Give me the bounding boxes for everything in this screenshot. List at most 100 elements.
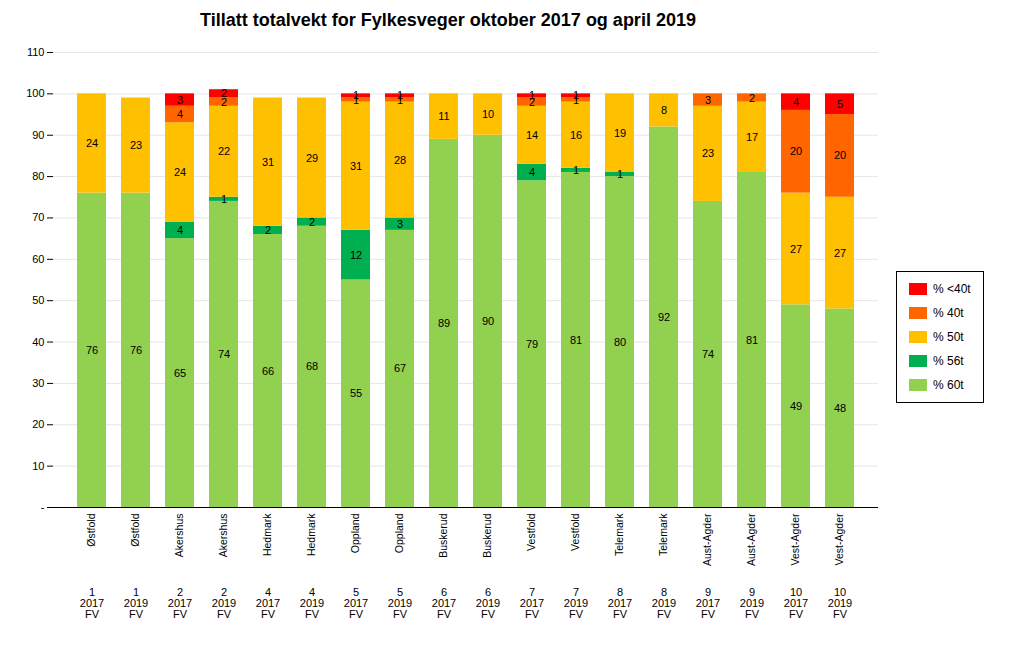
svg-text:Vestfold: Vestfold — [525, 513, 537, 551]
svg-text:72019FV: 72019FV — [564, 586, 588, 620]
svg-text:Østfold: Østfold — [85, 513, 97, 546]
svg-text:1: 1 — [617, 168, 623, 180]
svg-text:Akershus: Akershus — [173, 514, 185, 558]
svg-text:80: 80 — [32, 170, 44, 182]
svg-text:52017FV: 52017FV — [344, 586, 368, 620]
svg-text:62017FV: 62017FV — [432, 586, 456, 620]
svg-text:Oppland: Oppland — [349, 513, 361, 553]
svg-text:1: 1 — [221, 193, 227, 205]
svg-text:49: 49 — [790, 400, 802, 412]
svg-text:2: 2 — [309, 216, 315, 228]
svg-text:62019FV: 62019FV — [476, 586, 500, 620]
svg-text:90: 90 — [32, 129, 44, 141]
svg-text:90: 90 — [482, 315, 494, 327]
svg-text:2: 2 — [265, 224, 271, 236]
svg-text:23: 23 — [130, 139, 142, 151]
svg-text:24: 24 — [86, 137, 98, 149]
svg-text:67: 67 — [394, 362, 406, 374]
svg-text:Vestfold: Vestfold — [569, 513, 581, 551]
svg-text:Aust-Agder: Aust-Agder — [701, 513, 713, 566]
svg-text:4: 4 — [529, 166, 535, 178]
svg-text:81: 81 — [746, 333, 758, 345]
svg-text:1: 1 — [397, 89, 403, 101]
svg-text:12019FV: 12019FV — [124, 586, 148, 620]
svg-text:20: 20 — [790, 145, 802, 157]
svg-text:81: 81 — [570, 333, 582, 345]
svg-text:31: 31 — [350, 160, 362, 172]
svg-text:20: 20 — [32, 418, 44, 430]
svg-text:27: 27 — [790, 242, 802, 254]
svg-text:11: 11 — [438, 110, 449, 122]
svg-text:74: 74 — [218, 348, 230, 360]
svg-text:31: 31 — [262, 156, 274, 168]
svg-text:14: 14 — [526, 129, 538, 141]
svg-text:3: 3 — [705, 94, 711, 106]
svg-text:1: 1 — [353, 89, 359, 101]
svg-text:-: - — [41, 501, 45, 513]
svg-text:4: 4 — [793, 96, 799, 108]
svg-text:22019FV: 22019FV — [212, 586, 236, 620]
svg-text:28: 28 — [394, 154, 406, 166]
svg-text:10: 10 — [482, 108, 494, 120]
svg-text:4: 4 — [177, 108, 183, 120]
svg-text:70: 70 — [32, 211, 44, 223]
svg-text:92019FV: 92019FV — [740, 586, 764, 620]
svg-text:3: 3 — [397, 218, 403, 230]
svg-text:Vest-Agder: Vest-Agder — [789, 513, 801, 565]
svg-text:65: 65 — [174, 367, 186, 379]
svg-text:72017FV: 72017FV — [520, 586, 544, 620]
svg-text:22: 22 — [218, 145, 230, 157]
svg-text:42019FV: 42019FV — [300, 586, 324, 620]
svg-text:4: 4 — [177, 224, 183, 236]
svg-text:66: 66 — [262, 365, 274, 377]
svg-text:60: 60 — [32, 253, 44, 265]
svg-text:Akershus: Akershus — [217, 514, 229, 558]
svg-text:80: 80 — [614, 336, 626, 348]
svg-text:Østfold: Østfold — [129, 513, 141, 546]
svg-text:22017FV: 22017FV — [168, 586, 192, 620]
svg-text:92: 92 — [658, 311, 670, 323]
svg-text:102017FV: 102017FV — [784, 586, 808, 620]
svg-text:16: 16 — [570, 129, 582, 141]
svg-text:17: 17 — [746, 131, 758, 143]
svg-text:82019FV: 82019FV — [652, 586, 676, 620]
svg-text:48: 48 — [834, 402, 846, 414]
svg-text:42017FV: 42017FV — [256, 586, 280, 620]
svg-text:29: 29 — [306, 151, 318, 163]
svg-text:2: 2 — [221, 87, 227, 99]
svg-text:76: 76 — [130, 344, 142, 356]
svg-text:Vest-Agder: Vest-Agder — [833, 513, 845, 565]
svg-text:2: 2 — [749, 92, 755, 104]
svg-text:68: 68 — [306, 360, 318, 372]
svg-text:50: 50 — [32, 294, 44, 306]
svg-text:1: 1 — [573, 89, 579, 101]
svg-text:55: 55 — [350, 387, 362, 399]
svg-text:12: 12 — [350, 249, 362, 261]
svg-text:Buskerud: Buskerud — [437, 513, 449, 558]
svg-text:110: 110 — [27, 46, 45, 58]
svg-text:Buskerud: Buskerud — [481, 513, 493, 558]
svg-text:74: 74 — [702, 348, 714, 360]
svg-text:100: 100 — [26, 87, 44, 99]
svg-text:24: 24 — [174, 166, 186, 178]
svg-text:Telemark: Telemark — [613, 513, 625, 556]
svg-text:27: 27 — [834, 247, 846, 259]
svg-text:3: 3 — [177, 94, 183, 106]
svg-text:8: 8 — [661, 104, 667, 116]
svg-text:76: 76 — [86, 344, 98, 356]
svg-text:1: 1 — [529, 89, 535, 101]
svg-text:82017FV: 82017FV — [608, 586, 632, 620]
svg-text:30: 30 — [32, 377, 44, 389]
svg-text:79: 79 — [526, 338, 538, 350]
svg-text:19: 19 — [614, 127, 626, 139]
svg-text:12017FV: 12017FV — [80, 586, 104, 620]
svg-text:Oppland: Oppland — [393, 513, 405, 553]
svg-text:20: 20 — [834, 149, 846, 161]
svg-text:89: 89 — [438, 317, 450, 329]
svg-text:Aust-Agder: Aust-Agder — [745, 513, 757, 566]
svg-text:23: 23 — [702, 147, 714, 159]
svg-text:1: 1 — [573, 164, 579, 176]
svg-text:5: 5 — [837, 98, 843, 110]
svg-text:Hedmark: Hedmark — [261, 513, 273, 556]
svg-text:Hedmark: Hedmark — [305, 513, 317, 556]
